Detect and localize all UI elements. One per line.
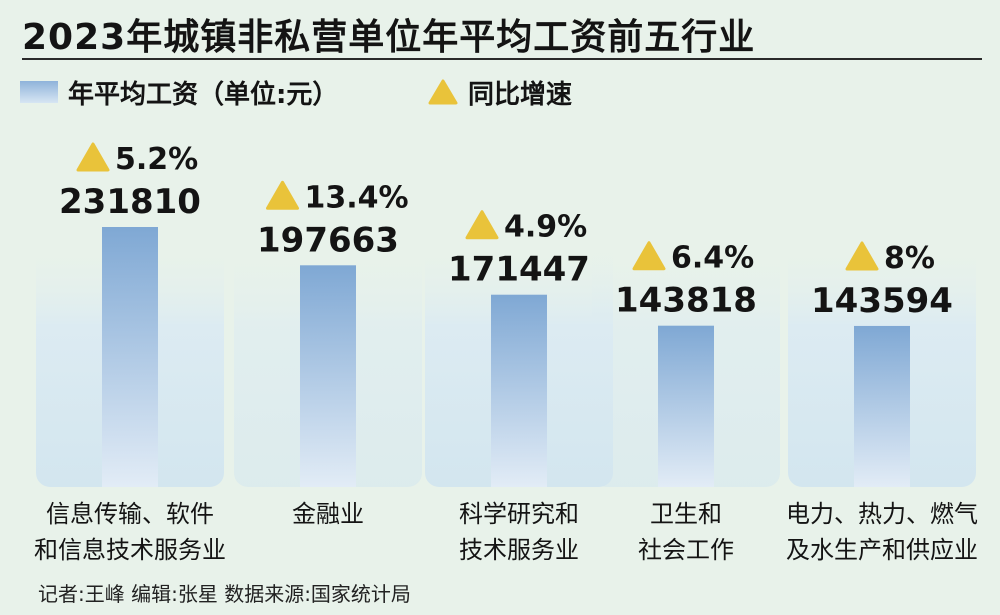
growth-triangle-icon [845, 241, 879, 271]
salary-bar [102, 227, 158, 487]
growth-triangle-icon [266, 180, 299, 210]
salary-value-label: 143818 [615, 281, 757, 321]
growth-rate-label: 8% [884, 241, 935, 276]
legend-bar-swatch [20, 81, 58, 103]
legend-triangle-icon [428, 79, 458, 105]
growth-triangle-icon [465, 210, 499, 240]
category-label: 科学研究和 [459, 500, 579, 528]
category-label: 信息传输、软件 [46, 500, 214, 528]
growth-rate-label: 6.4% [671, 241, 754, 276]
growth-triangle-icon [76, 142, 110, 172]
salary-value-label: 171447 [448, 250, 590, 290]
legend-growth: 同比增速 [428, 74, 572, 110]
salary-bar [300, 265, 356, 487]
salary-bar [491, 294, 547, 487]
credits-footer: 记者:王峰 编辑:张星 数据来源:国家统计局 [38, 582, 411, 606]
page-title: 2023年城镇非私营单位年平均工资前五行业 [22, 17, 756, 58]
salary-value-label: 143594 [811, 281, 953, 321]
legend-salary-label: 年平均工资（单位:元） [68, 79, 339, 110]
salary-bar [658, 325, 714, 487]
legend-salary: 年平均工资（单位:元） [20, 74, 338, 110]
category-label: 卫生和 [650, 500, 722, 528]
category-label: 和信息技术服务业 [34, 536, 226, 564]
legend-growth-label: 同比增速 [468, 79, 573, 110]
category-label: 金融业 [292, 500, 364, 528]
growth-rate-label: 13.4% [305, 180, 409, 215]
salary-bar [854, 325, 910, 487]
salary-value-label: 231810 [59, 182, 201, 222]
growth-triangle-icon [632, 241, 666, 271]
growth-rate-label: 4.9% [504, 210, 587, 245]
category-label: 电力、热力、燃气 [786, 500, 978, 528]
growth-rate-label: 5.2% [115, 142, 198, 177]
title-divider [22, 58, 982, 60]
category-label: 社会工作 [638, 536, 734, 564]
category-label: 技术服务业 [459, 536, 579, 564]
category-label: 及水生产和供应业 [786, 536, 978, 564]
salary-value-label: 197663 [257, 220, 399, 260]
